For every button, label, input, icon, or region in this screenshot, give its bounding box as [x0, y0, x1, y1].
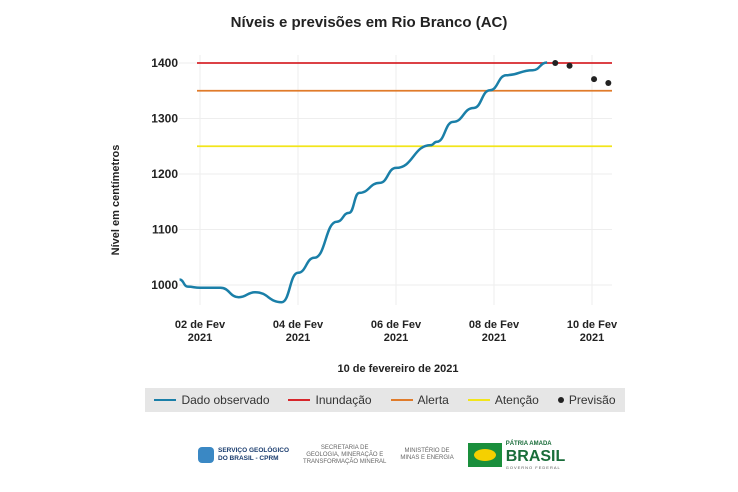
logo-secretaria: SECRETARIA DE GEOLOGIA, MINERAÇÃO E TRANSF… [303, 445, 386, 466]
flag-icon [467, 443, 502, 467]
y-tick-label: 1100 [152, 223, 178, 237]
legend-swatch [288, 399, 311, 401]
sgb-text: DO BRASIL - CPRM [218, 455, 279, 462]
legend-label: Alerta [417, 393, 449, 407]
forecast-point [552, 60, 559, 66]
br-text: BRASIL [505, 448, 566, 465]
min-text: MINISTÉRIO DE [404, 448, 450, 454]
legend-item-inundacao: Inundação [288, 393, 372, 407]
y-tick-label: 1200 [151, 167, 178, 181]
logo-brasil: PÁTRIA AMADA BRASIL GOVERNO FEDERAL [467, 440, 566, 470]
min-text: MINAS E ENERGIA [400, 455, 454, 461]
br-text: GOVERNO FEDERAL [505, 465, 561, 470]
legend-item-atencao: Atenção [467, 393, 539, 407]
y-tick-label: 1000 [151, 278, 178, 292]
x-tick-label: 08 de Fev [469, 319, 520, 331]
sgb-logo-icon [198, 447, 214, 463]
legend-swatch [467, 399, 490, 401]
x-tick-year: 2021 [188, 332, 212, 344]
x-tick-label: 10 de Fev [567, 319, 618, 331]
forecast-point [591, 76, 598, 83]
x-tick-year: 2021 [286, 332, 310, 344]
x-tick-year: 2021 [384, 332, 408, 344]
legend-swatch [154, 399, 177, 401]
chart-title: Níveis e previsões em Rio Branco (AC) [230, 14, 508, 31]
legend-swatch [390, 399, 413, 401]
legend-label: Previsão [568, 393, 616, 407]
legend-item-previsao: Previsão [557, 393, 616, 407]
sec-text: TRANSFORMAÇÃO MINERAL [303, 458, 387, 465]
legend-dot [557, 397, 564, 403]
x-tick-year: 2021 [482, 332, 506, 344]
logo-sgb-cprm: SERVIÇO GEOLÓGICO DO BRASIL - CPRM [198, 447, 289, 463]
sec-text: SECRETARIA DE [320, 444, 369, 451]
x-tick-year: 2021 [580, 332, 604, 344]
series-observed-line [179, 61, 548, 304]
x-tick-label: 02 de Fev [175, 319, 226, 331]
legend-item-alerta: Alerta [390, 393, 449, 407]
y-tick-label: 1400 [151, 56, 178, 70]
footer-logos: SERVIÇO GEOLÓGICO DO BRASIL - CPRM SECRET… [198, 438, 618, 472]
forecast-point [566, 62, 573, 69]
sgb-text: SERVIÇO GEOLÓGICO [218, 447, 290, 454]
y-axis-label: Nível em centímetros [110, 145, 122, 256]
sec-text: GEOLOGIA, MINERAÇÃO E [306, 451, 384, 458]
x-tick-label: 06 de Fev [371, 319, 422, 331]
forecast-point [605, 79, 612, 86]
br-text: PÁTRIA AMADA [505, 441, 552, 447]
legend-label: Dado observado [181, 393, 270, 407]
x-tick-label: 04 de Fev [273, 319, 324, 331]
legend-item-observed: Dado observado [154, 393, 270, 407]
legend-label: Inundação [315, 393, 372, 407]
y-tick-label: 1300 [151, 112, 178, 126]
legend: Dado observado Inundação Alerta Atenção … [145, 388, 625, 412]
legend-label: Atenção [494, 393, 539, 407]
logo-ministerio: MINISTÉRIO DE MINAS E ENERGIA [400, 448, 453, 462]
x-axis-label: 10 de fevereiro de 2021 [337, 363, 458, 375]
